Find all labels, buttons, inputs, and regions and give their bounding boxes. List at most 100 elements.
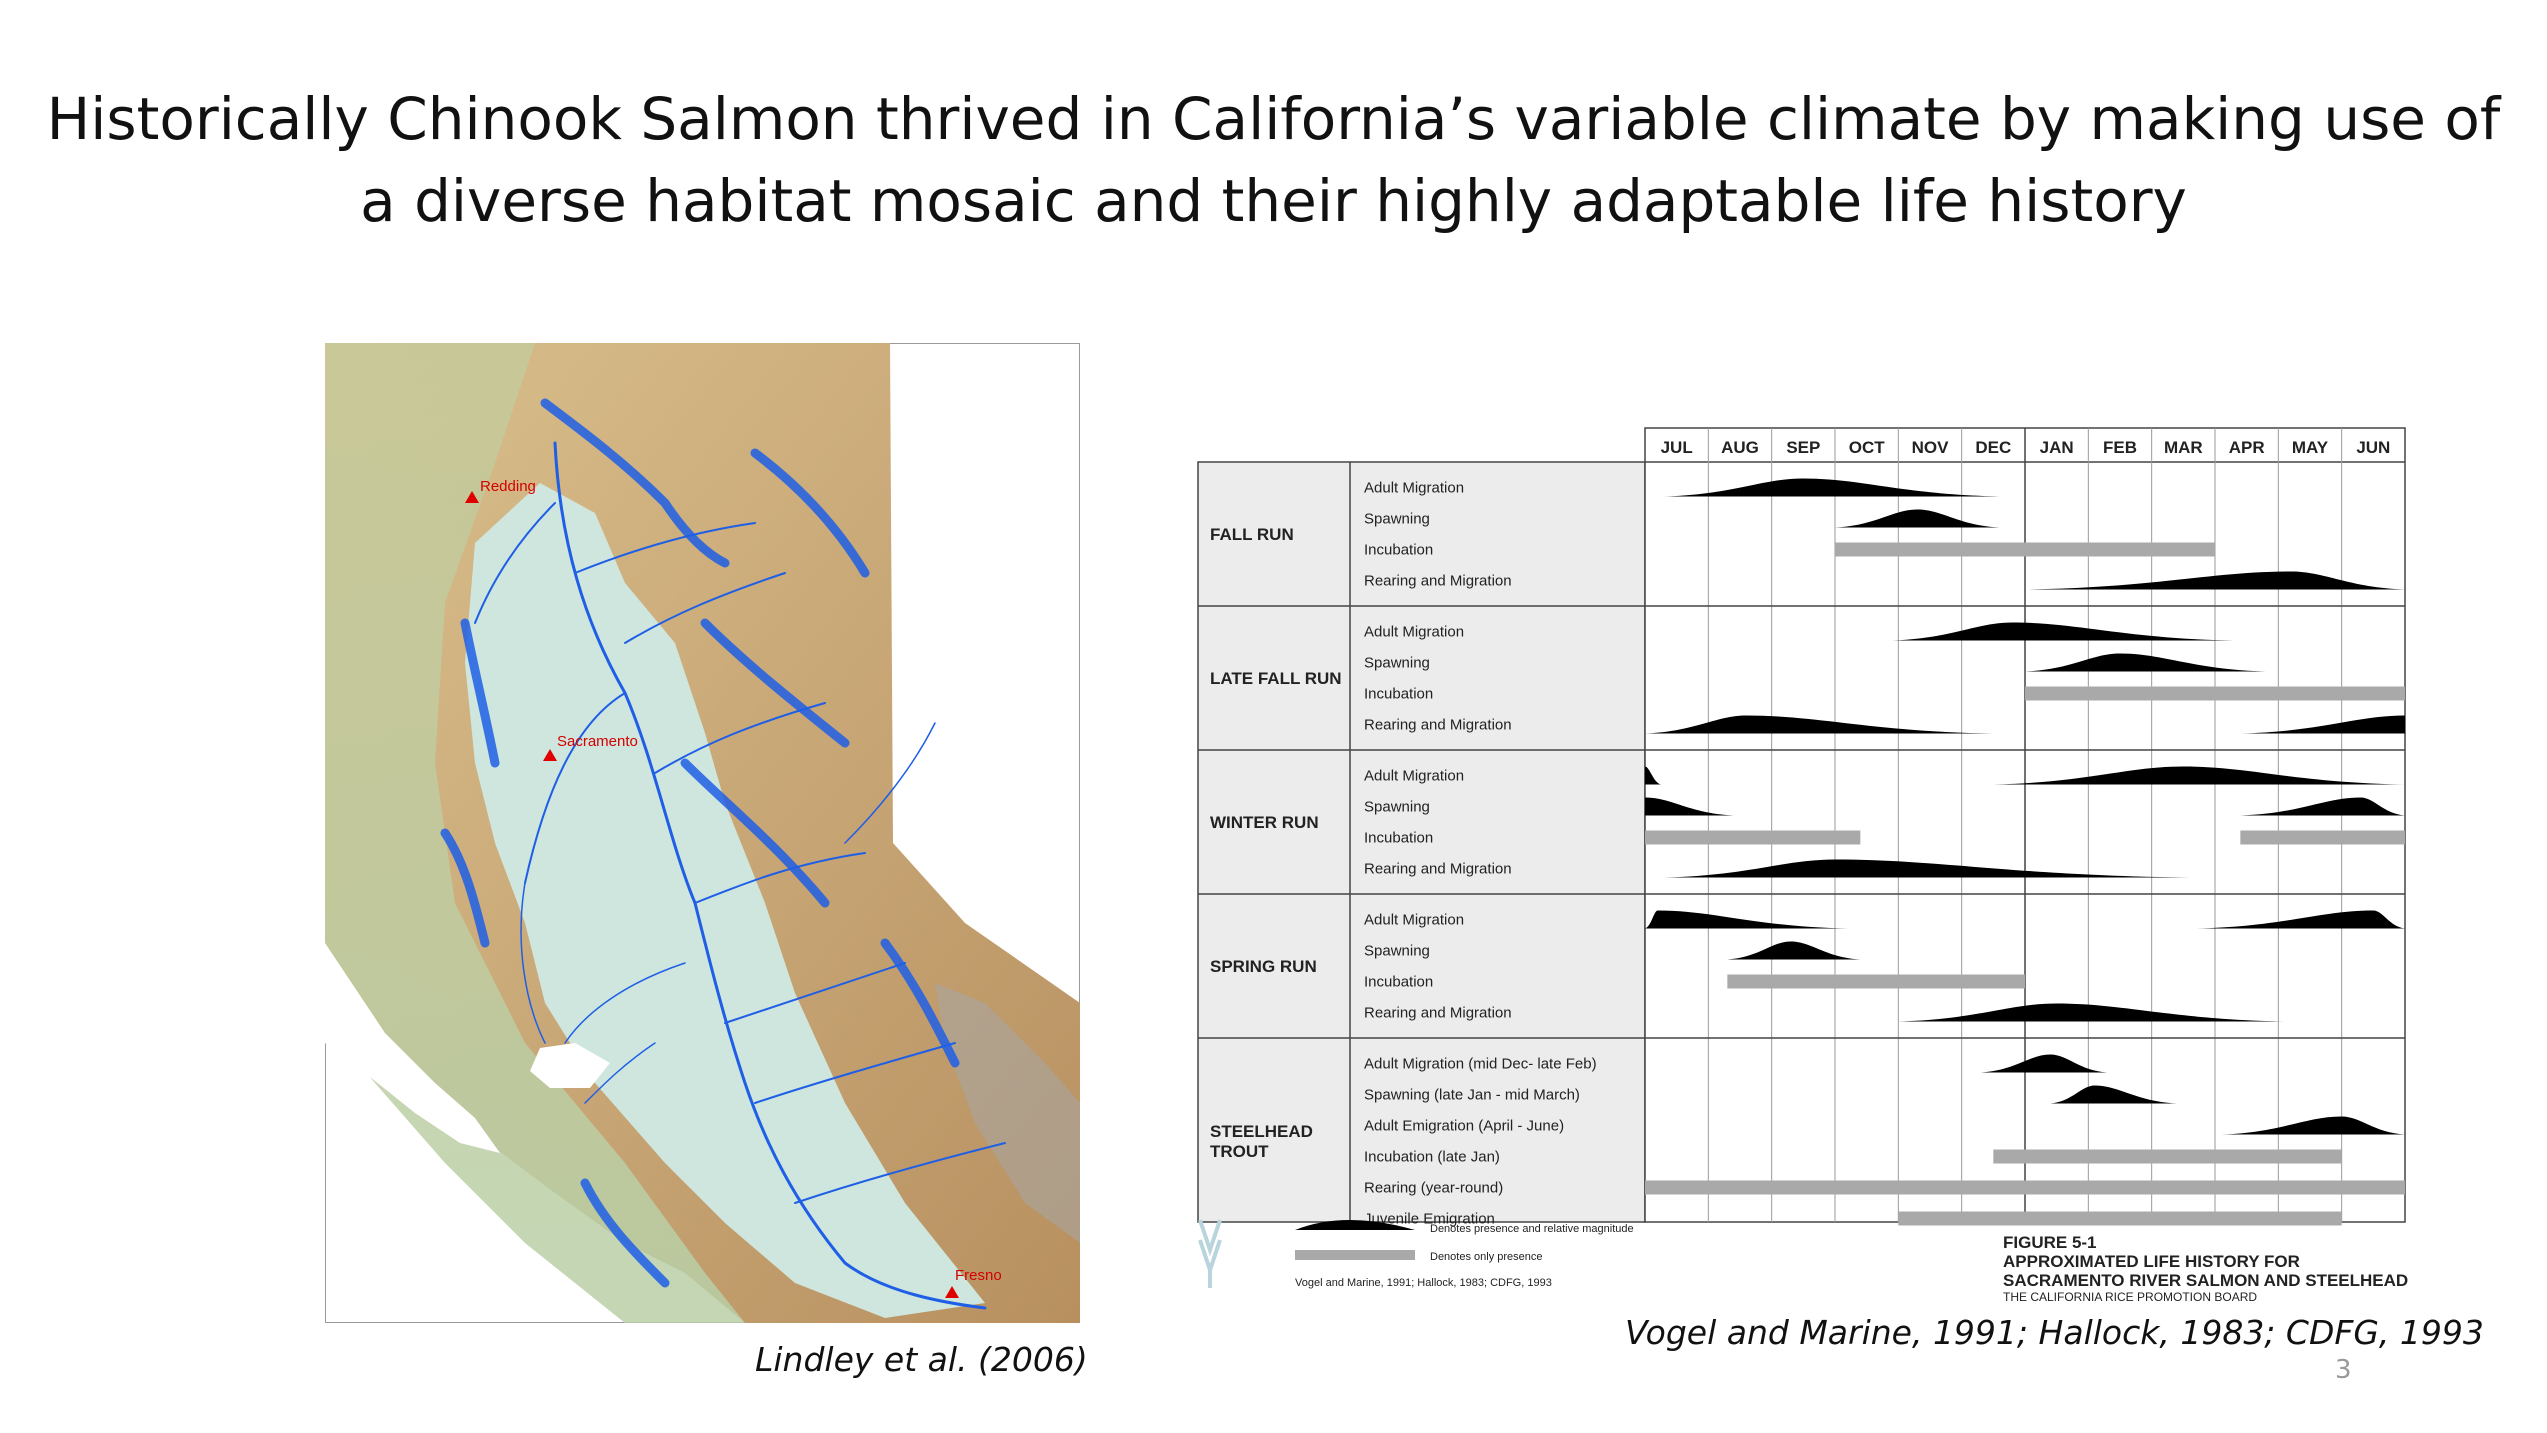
presence-bar xyxy=(1898,1211,2342,1226)
magnitude-mark xyxy=(1664,478,2000,497)
row-labels: Adult Migration Spawning Incubation Rearing… xyxy=(1364,480,1597,1228)
slide-title-line-1: Historically Chinook Salmon thrived in C… xyxy=(46,85,2501,153)
magnitude-mark xyxy=(1898,1003,2285,1022)
magnitude-mark xyxy=(1645,910,1848,929)
chart-logo xyxy=(1198,1219,1222,1288)
life-history-chart: JUL AUG SEP OCT NOV DEC JAN FEB MAR APR MAY JUN FAL… xyxy=(1197,427,2408,1304)
central-valley-river-map: Redding Sacramento Fresno xyxy=(325,343,1080,1323)
magnitude-mark xyxy=(2025,571,2405,590)
presence-bar xyxy=(1993,1149,2342,1164)
presence-bar xyxy=(2025,686,2405,701)
chart-caption: Vogel and Marine, 1991; Hallock, 1983; C… xyxy=(1625,1313,2484,1352)
map-valley-floor xyxy=(465,483,985,1318)
group-label: TROUT xyxy=(1210,1142,1269,1161)
map-bay xyxy=(530,1043,610,1088)
magnitude-mark xyxy=(2240,715,2405,734)
page-number: 3 xyxy=(2335,1355,2352,1385)
presence-bar xyxy=(1727,974,2025,989)
figure-title-line-1: APPROXIMATED LIFE HISTORY FOR xyxy=(2003,1252,2300,1271)
city-label-redding: Redding xyxy=(480,478,536,495)
city-label-fresno: Fresno xyxy=(955,1267,1002,1284)
group-label: STEELHEAD xyxy=(1210,1122,1313,1141)
row-label: Rearing and Migration xyxy=(1364,573,1512,590)
month-header-sep: SEP xyxy=(1786,438,1820,457)
magnitude-mark xyxy=(1993,766,2405,785)
map-sierra-peaks xyxy=(935,983,1080,1243)
activity-marks xyxy=(1645,478,2405,1226)
row-label: Spawning xyxy=(1364,655,1430,672)
row-label: Incubation (late Jan) xyxy=(1364,1149,1500,1166)
city-label-sacramento: Sacramento xyxy=(557,733,638,750)
row-label: Adult Migration xyxy=(1364,912,1464,929)
month-header-jan: JAN xyxy=(2040,438,2074,457)
map-tributary-networks xyxy=(440,398,960,1288)
row-label: Incubation xyxy=(1364,974,1433,991)
row-label: Incubation xyxy=(1364,830,1433,847)
legend-sources: Vogel and Marine, 1991; Hallock, 1983; C… xyxy=(1295,1277,1552,1289)
month-header-aug: AUG xyxy=(1721,438,1759,457)
row-label: Spawning (late Jan - mid March) xyxy=(1364,1087,1580,1104)
legend-magnitude-swatch xyxy=(1295,1220,1415,1230)
month-header-apr: APR xyxy=(2229,438,2265,457)
month-header-mar: MAR xyxy=(2164,438,2203,457)
chart-label-column-bg xyxy=(1197,461,1646,1223)
row-label: Juvenile Emigration xyxy=(1364,1211,1495,1228)
row-label: Incubation xyxy=(1364,686,1433,703)
map-city-redding: Redding xyxy=(465,478,536,503)
magnitude-mark xyxy=(1664,859,2190,878)
magnitude-mark xyxy=(1892,622,2234,641)
magnitude-mark xyxy=(2196,910,2405,929)
row-label: Spawning xyxy=(1364,511,1430,528)
legend-magnitude-label: Denotes presence and relative magnitude xyxy=(1430,1223,1634,1235)
map-city-fresno: Fresno xyxy=(945,1267,1002,1298)
map-ocean xyxy=(325,943,500,1153)
group-label: WINTER RUN xyxy=(1210,813,1319,832)
row-label: Adult Migration xyxy=(1364,768,1464,785)
month-header-may: MAY xyxy=(2292,438,2329,457)
row-label: Incubation xyxy=(1364,542,1433,559)
magnitude-mark xyxy=(2221,1116,2405,1135)
row-label: Adult Emigration (April - June) xyxy=(1364,1118,1564,1135)
group-labels: FALL RUN LATE FALL RUN WINTER RUN SPRING RU… xyxy=(1210,525,1342,1161)
figure-title-line-2: SACRAMENTO RIVER SALMON AND STEELHEAD xyxy=(2003,1271,2408,1290)
presence-bar xyxy=(1835,542,2215,557)
magnitude-mark xyxy=(1645,797,1734,816)
map-caption: Lindley et al. (2006) xyxy=(755,1340,1088,1379)
presence-bar xyxy=(1645,830,1861,845)
presence-bar xyxy=(2240,830,2405,845)
month-grid xyxy=(1707,428,2343,1222)
map-city-sacramento: Sacramento xyxy=(543,733,638,761)
group-label: LATE FALL RUN xyxy=(1210,669,1342,688)
slide-title: Historically Chinook Salmon thrived in C… xyxy=(0,78,2547,242)
group-separators xyxy=(1198,605,2405,1039)
group-label: FALL RUN xyxy=(1210,525,1294,544)
month-header-jun: JUN xyxy=(2356,438,2390,457)
magnitude-mark xyxy=(2240,797,2405,816)
magnitude-mark xyxy=(1645,766,1661,785)
presence-bar xyxy=(1645,1180,2405,1195)
month-headers: JUL AUG SEP OCT NOV DEC JAN FEB MAR APR MAY JUN xyxy=(1661,438,2391,457)
month-header-jul: JUL xyxy=(1661,438,1693,457)
magnitude-mark xyxy=(2025,653,2266,672)
figure-organization: THE CALIFORNIA RICE PROMOTION BOARD xyxy=(2003,1290,2257,1304)
legend-presence-swatch xyxy=(1295,1250,1415,1260)
row-label: Rearing and Migration xyxy=(1364,717,1512,734)
row-label: Rearing (year-round) xyxy=(1364,1180,1503,1197)
figure-number: FIGURE 5-1 xyxy=(2003,1233,2097,1252)
magnitude-mark xyxy=(1980,1054,2108,1073)
row-label: Adult Migration (mid Dec- late Feb) xyxy=(1364,1056,1597,1073)
row-label: Rearing and Migration xyxy=(1364,861,1512,878)
month-header-dec: DEC xyxy=(1975,438,2011,457)
row-label: Rearing and Migration xyxy=(1364,1005,1512,1022)
row-label: Spawning xyxy=(1364,943,1430,960)
month-header-nov: NOV xyxy=(1912,438,1950,457)
row-label: Spawning xyxy=(1364,799,1430,816)
slide-title-line-2: a diverse habitat mosaic and their highl… xyxy=(360,167,2187,235)
magnitude-mark xyxy=(1727,941,1861,960)
magnitude-mark xyxy=(2050,1085,2177,1104)
group-label: SPRING RUN xyxy=(1210,957,1317,976)
magnitude-mark xyxy=(1835,509,2000,528)
month-header-feb: FEB xyxy=(2103,438,2137,457)
row-label: Adult Migration xyxy=(1364,480,1464,497)
month-header-oct: OCT xyxy=(1849,438,1886,457)
